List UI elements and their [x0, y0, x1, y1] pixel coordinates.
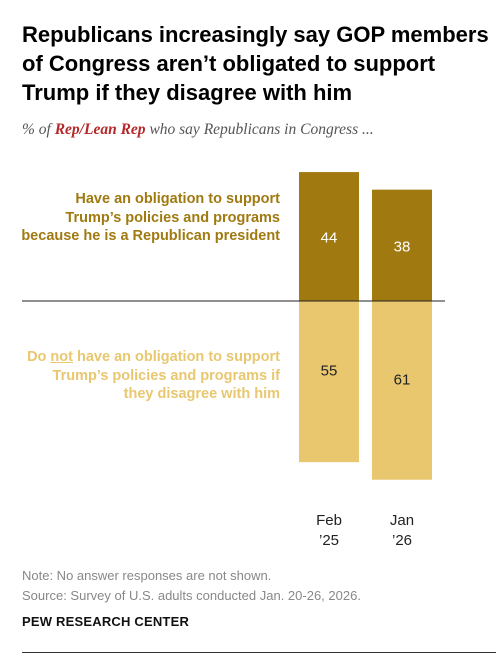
source-note: Source: Survey of U.S. adults conducted … [22, 588, 361, 603]
label-bottom-pre: Do [27, 349, 51, 365]
x-tick-label-1-0: Jan [390, 512, 414, 529]
subtitle-suffix: who say Republicans in Congress ... [145, 121, 374, 138]
bottom-rule [22, 652, 496, 653]
chart-title: Republicans increasingly say GOP members… [22, 22, 489, 105]
data-label-obligation-0: 44 [321, 230, 338, 247]
label-bottom-post: have an obligation to support Trump’s po… [52, 349, 280, 402]
x-tick-label-0-0: Feb [316, 512, 342, 529]
subtitle-prefix: % of [22, 121, 55, 138]
bar-obligation-1 [372, 189, 432, 301]
subtitle-highlight: Rep/Lean Rep [54, 121, 146, 138]
series-label-obligation: Have an obligation to support Trump’s po… [21, 191, 280, 244]
data-label-obligation-1: 38 [394, 238, 411, 255]
bar-chart: 44 55 Feb ’25 38 61 Jan ’26 [22, 172, 445, 549]
data-label-no-obligation-1: 61 [394, 371, 411, 388]
x-tick-label-0-1: ’25 [319, 532, 339, 549]
footnote: Note: No answer responses are not shown. [22, 568, 272, 583]
series-label-no-obligation: Do not have an obligation to support Tru… [20, 348, 280, 404]
bar-no-obligation-0 [299, 301, 359, 463]
x-tick-label-1-1: ’26 [392, 532, 412, 549]
label-bottom-underline: not [50, 349, 73, 365]
bar-obligation-0 [299, 172, 359, 301]
pew-logo-text: PEW RESEARCH CENTER [22, 614, 190, 629]
chart-subtitle: % of Rep/Lean Rep who say Republicans in… [22, 121, 492, 139]
bar-no-obligation-1 [372, 301, 432, 480]
data-label-no-obligation-0: 55 [321, 363, 338, 380]
